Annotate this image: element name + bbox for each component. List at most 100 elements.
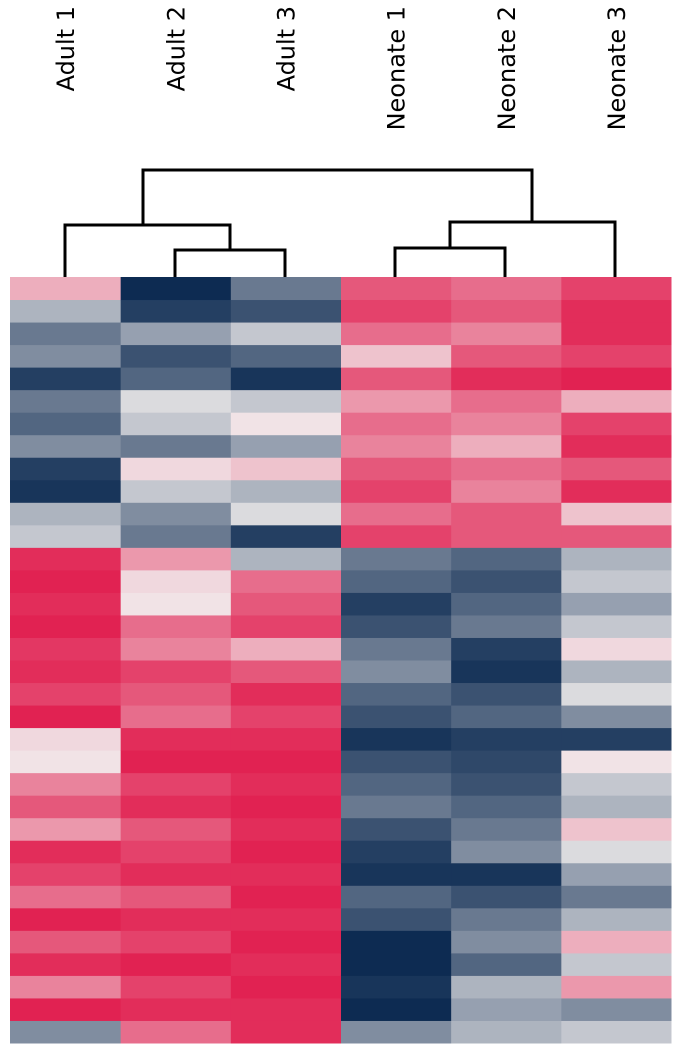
heatmap-cell [10, 885, 121, 909]
heatmap-cell [340, 344, 452, 368]
heatmap-cell [10, 840, 121, 864]
heatmap-cell [10, 862, 121, 886]
heatmap-cell [560, 479, 672, 503]
heatmap-cell [230, 907, 341, 931]
heatmap-cell [10, 772, 121, 796]
heatmap-cell [120, 930, 231, 954]
heatmap-cell [450, 705, 562, 729]
heatmap-cell [450, 389, 562, 413]
heatmap-cell [230, 1020, 341, 1044]
heatmap-cell [450, 367, 562, 391]
heatmap-cell [340, 614, 452, 638]
heatmap-cell [10, 277, 121, 301]
heatmap-cell [120, 637, 231, 661]
heatmap-cell [450, 299, 562, 323]
heatmap-cell [560, 885, 672, 909]
heatmap-cell [230, 930, 341, 954]
heatmap-cell [560, 727, 672, 751]
heatmap-cell [120, 344, 231, 368]
heatmap-cell [560, 412, 672, 436]
column-label: Adult 2 [162, 6, 190, 91]
heatmap-cell [230, 840, 341, 864]
heatmap-cell [230, 795, 341, 819]
heatmap-cell [560, 457, 672, 481]
heatmap-cell [120, 1020, 231, 1044]
heatmap-cell [230, 524, 341, 548]
heatmap-cell [120, 772, 231, 796]
heatmap-cell [120, 682, 231, 706]
heatmap-cell [450, 750, 562, 774]
heatmap-cell [340, 705, 452, 729]
heatmap-cell [120, 862, 231, 886]
heatmap-cell [560, 547, 672, 571]
heatmap-cell [230, 637, 341, 661]
heatmap-cell [560, 660, 672, 684]
heatmap-cell [10, 614, 121, 638]
heatmap-cell [120, 727, 231, 751]
dendrogram-branch [141, 168, 534, 225]
heatmap-cell [10, 705, 121, 729]
heatmap-cell [120, 660, 231, 684]
heatmap-cell [10, 817, 121, 841]
heatmap-cell [450, 727, 562, 751]
heatmap-cell [450, 952, 562, 976]
heatmap-cell [340, 322, 452, 346]
heatmap-cell [340, 975, 452, 999]
heatmap-cell [450, 997, 562, 1021]
heatmap-cell [450, 434, 562, 458]
heatmap-cell [450, 772, 562, 796]
heatmap-cell [340, 727, 452, 751]
heatmap-cell [10, 412, 121, 436]
heatmap-cell [120, 299, 231, 323]
heatmap-cell [230, 682, 341, 706]
heatmap-cell [560, 682, 672, 706]
heatmap-cell [450, 524, 562, 548]
heatmap-cell [230, 299, 341, 323]
heatmap-cell [560, 344, 672, 368]
heatmap-cell [10, 524, 121, 548]
heatmap-cell [10, 1020, 121, 1044]
heatmap-cell [230, 389, 341, 413]
heatmap-cell [450, 817, 562, 841]
heatmap-cell [10, 795, 121, 819]
heatmap-cell [450, 569, 562, 593]
heatmap-cell [120, 975, 231, 999]
heatmap-cell [340, 952, 452, 976]
heatmap-cell [230, 434, 341, 458]
heatmap-cell [10, 750, 121, 774]
heatmap-cell [10, 389, 121, 413]
heatmap-cell [230, 344, 341, 368]
heatmap-cell [10, 367, 121, 391]
heatmap-cell [10, 930, 121, 954]
heatmap-cell [120, 614, 231, 638]
heatmap-cell [230, 569, 341, 593]
heatmap-cell [10, 952, 121, 976]
heatmap-cell [560, 569, 672, 593]
heatmap-cell [120, 502, 231, 526]
heatmap-cell [10, 479, 121, 503]
heatmap-cell [120, 389, 231, 413]
dendrogram [63, 168, 617, 277]
heatmap-cell [120, 569, 231, 593]
heatmap-cell [230, 952, 341, 976]
column-label: Adult 3 [272, 6, 300, 91]
heatmap-cell [120, 479, 231, 503]
heatmap-cell [340, 299, 452, 323]
heatmap-cell [340, 367, 452, 391]
heatmap-cell [450, 930, 562, 954]
heatmap-cell [450, 907, 562, 931]
heatmap-cell [340, 862, 452, 886]
heatmap-cell [230, 705, 341, 729]
heatmap-cell [340, 592, 452, 616]
heatmap-cell [450, 637, 562, 661]
heatmap-cell [450, 277, 562, 301]
dendrogram-branch [173, 248, 287, 277]
heatmap-cell [120, 367, 231, 391]
heatmap-cell [120, 277, 231, 301]
heatmap-cell [450, 344, 562, 368]
heatmap-cell [450, 322, 562, 346]
heatmap-cell [120, 885, 231, 909]
heatmap-cell [120, 592, 231, 616]
heatmap-cell [230, 660, 341, 684]
